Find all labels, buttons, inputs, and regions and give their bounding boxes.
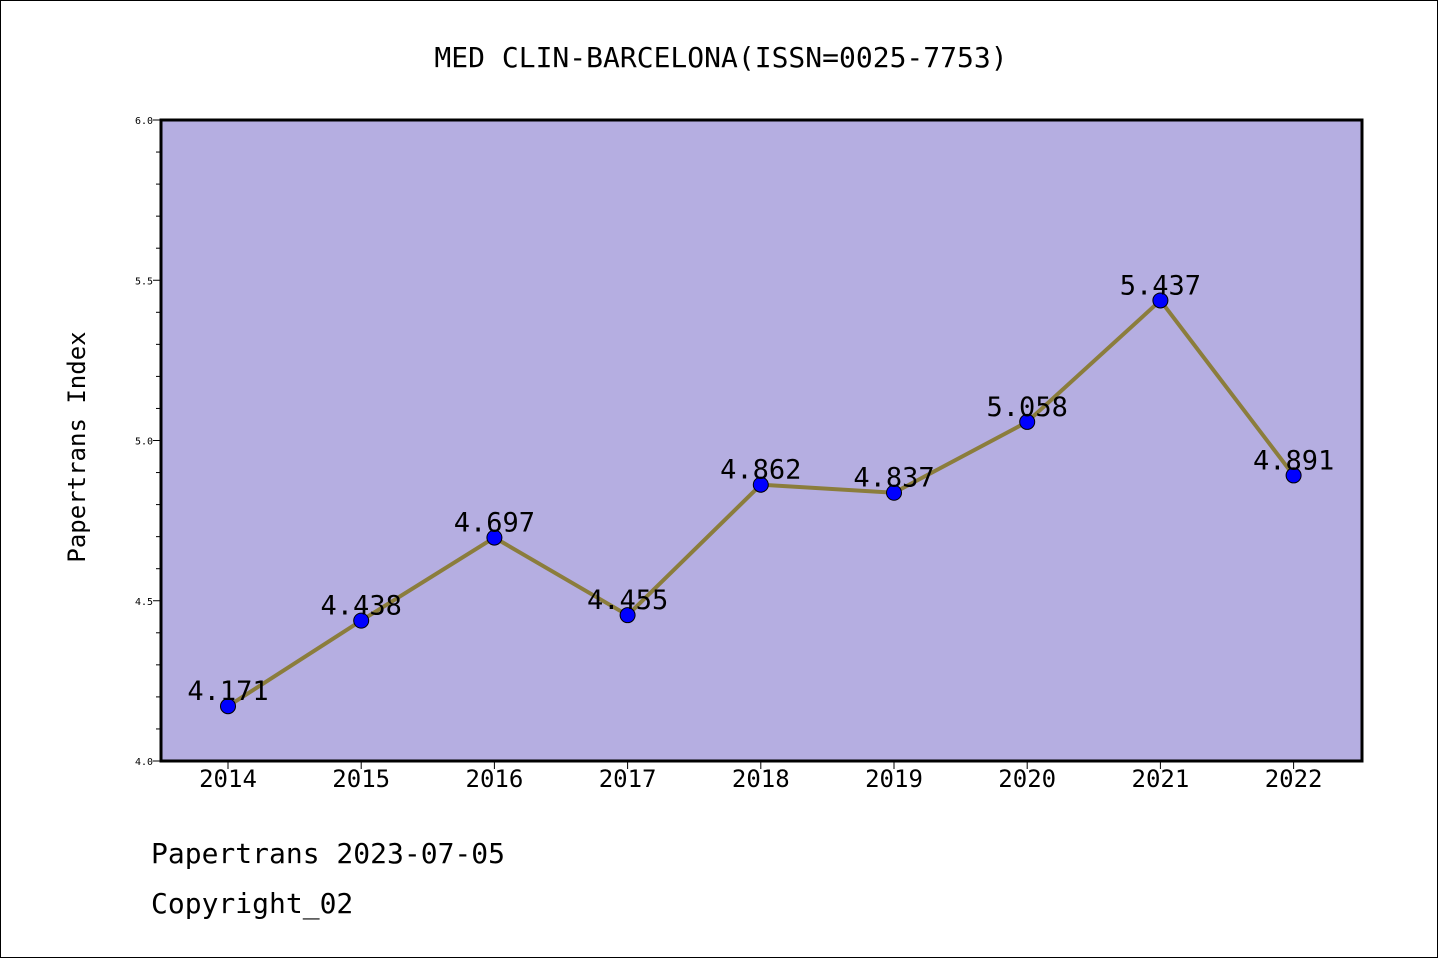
chart-title: MED CLIN-BARCELONA(ISSN=0025-7753) — [434, 41, 1007, 74]
y-tick-label: 5.5 — [135, 276, 153, 287]
data-point — [886, 484, 902, 501]
data-point — [619, 607, 636, 624]
data-label: 4.891 — [1253, 445, 1334, 476]
x-tick-label: 2015 — [332, 765, 390, 793]
x-tick-label: 2020 — [998, 765, 1056, 793]
data-label: 4.862 — [720, 455, 801, 486]
plot-area — [159, 118, 1364, 763]
y-tick-label: 4.0 — [135, 757, 153, 768]
data-point — [752, 476, 769, 493]
data-label: 5.058 — [987, 392, 1068, 423]
data-label: 4.438 — [321, 591, 402, 622]
data-point — [1152, 292, 1169, 309]
y-tick-label: 5.0 — [135, 437, 153, 448]
x-tick-label: 2014 — [199, 765, 257, 793]
data-label: 4.455 — [587, 585, 668, 616]
data-point — [486, 529, 503, 546]
data-label: 5.437 — [1120, 270, 1201, 301]
data-label: 4.171 — [187, 676, 268, 707]
footer-date: Papertrans 2023-07-05 — [151, 837, 506, 870]
x-tick-label: 2016 — [466, 765, 524, 793]
y-tick-label: 6.0 — [135, 116, 153, 127]
data-labels: 4.171 4.438 4.697 4.455 4.862 4.837 5.058 5.437… — [187, 270, 1334, 707]
x-tick-label: 2017 — [599, 765, 657, 793]
x-tick-label: 2019 — [865, 765, 923, 793]
y-axis-label: Papertrans Index — [63, 331, 91, 562]
data-label: 4.697 — [454, 508, 535, 539]
data-point — [353, 612, 370, 629]
x-tick-label: 2022 — [1265, 765, 1323, 793]
x-tick-label: 2018 — [732, 765, 790, 793]
data-points — [220, 292, 1302, 715]
data-point — [1019, 413, 1036, 430]
y-tick-label: 4.5 — [135, 597, 153, 608]
data-point — [220, 698, 236, 715]
data-point — [1285, 467, 1302, 484]
y-axis: 4.0 4.5 5.0 5.5 6.0 — [135, 116, 161, 768]
x-axis: 2014 2015 2016 2017 2018 2019 2020 2021 2022 — [199, 761, 1322, 793]
footer-copyright: Copyright_02 — [151, 887, 354, 920]
x-tick-label: 2021 — [1132, 765, 1190, 793]
data-label: 4.837 — [853, 463, 934, 494]
